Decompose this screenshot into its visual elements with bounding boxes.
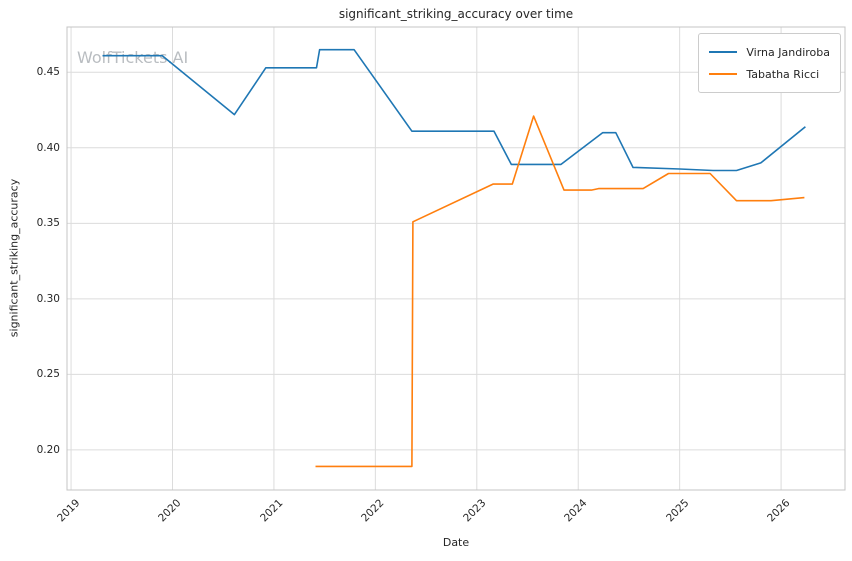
legend-line-icon	[709, 51, 738, 53]
plot-border	[66, 26, 846, 491]
legend-label: Tabatha Ricci	[746, 67, 820, 81]
legend-item-virna: Virna Jandiroba	[709, 41, 830, 63]
y-tick-label: 0.20	[36, 443, 60, 456]
y-tick-label: 0.35	[36, 217, 60, 230]
x-axis-label: Date	[442, 536, 470, 549]
y-tick-label: 0.25	[36, 368, 60, 381]
legend-item-tabatha: Tabatha Ricci	[709, 63, 830, 85]
series-line-0	[102, 48, 806, 172]
legend-label: Virna Jandiroba	[746, 45, 830, 59]
y-axis-label: significant_striking_accuracy	[7, 178, 21, 338]
legend: Virna Jandiroba Tabatha Ricci	[698, 33, 841, 93]
chart-title: significant_striking_accuracy over time	[338, 7, 574, 21]
y-tick-label: 0.30	[36, 292, 60, 305]
legend-line-icon	[709, 73, 738, 75]
y-tick-label: 0.40	[36, 141, 60, 154]
watermark: WolfTickets.AI	[77, 48, 189, 67]
y-tick-label: 0.45	[36, 66, 60, 79]
series-line-1	[315, 115, 805, 468]
